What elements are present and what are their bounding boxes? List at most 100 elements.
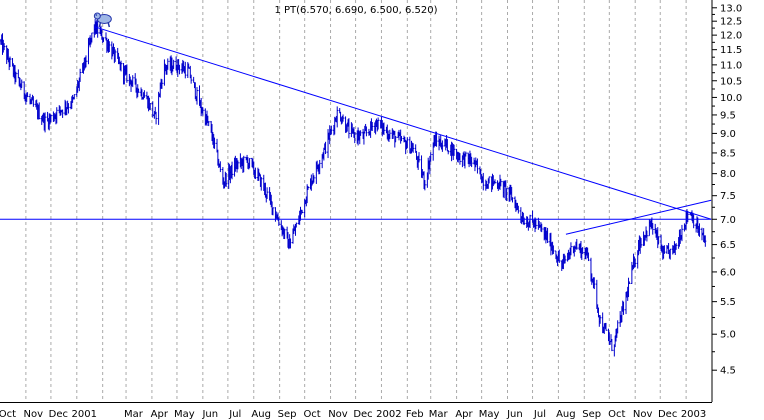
price-bar <box>377 117 380 130</box>
price-bar <box>382 122 385 136</box>
price-bar <box>599 315 602 324</box>
price-bar <box>347 118 350 139</box>
y-tick-label: 11.5 <box>720 45 742 56</box>
price-bar <box>493 179 496 184</box>
price-bar <box>38 102 41 120</box>
x-tick-label: May <box>479 409 500 420</box>
price-bar <box>453 144 456 156</box>
price-bar <box>289 238 292 249</box>
price-bar <box>400 136 403 142</box>
price-bar <box>277 217 280 226</box>
price-bar <box>365 126 368 137</box>
x-tick-label: Dec <box>49 409 68 420</box>
price-bar <box>120 60 123 72</box>
price-bar <box>569 242 572 256</box>
bear-icon <box>93 12 112 28</box>
price-bar <box>552 245 555 254</box>
price-bar <box>312 175 315 183</box>
price-bar <box>581 247 584 254</box>
y-tick-label: 8.0 <box>720 169 736 180</box>
price-bar <box>406 137 409 149</box>
x-tick-label: Mar <box>429 409 449 420</box>
price-bar <box>499 178 502 187</box>
price-bar <box>166 58 169 70</box>
y-axis: 4.5 5.0 5.5 6.0 6.5 7.0 7.5 8.0 8.5 9.0 9.5 10.0 10.… <box>712 3 742 377</box>
price-bar <box>90 32 93 43</box>
price-bar <box>476 158 479 174</box>
price-bar <box>155 111 158 125</box>
price-bar <box>330 125 333 135</box>
x-tick-label: Oct <box>0 409 16 420</box>
price-bar <box>353 132 356 144</box>
price-bar <box>301 209 304 214</box>
price-bar <box>260 176 263 191</box>
price-bar <box>435 131 438 147</box>
price-bar <box>698 223 701 237</box>
price-bar <box>686 210 689 223</box>
y-tick-label: 10.0 <box>720 93 742 104</box>
price-bar <box>73 94 76 100</box>
y-tick-label: 12.0 <box>720 31 742 42</box>
price-bar <box>418 152 421 163</box>
price-bar <box>84 55 87 68</box>
y-tick-label: 6.5 <box>720 240 736 251</box>
y-tick-label: 13.0 <box>720 3 742 14</box>
y-tick-label: 5.0 <box>720 330 736 341</box>
x-tick-label: Jul <box>228 409 241 420</box>
price-bar <box>114 49 117 62</box>
x-tick-label: Jul <box>533 409 546 420</box>
price-bar <box>79 68 82 82</box>
price-bar <box>640 238 643 248</box>
price-bar <box>488 176 491 184</box>
price-bar <box>651 223 654 235</box>
price-bar <box>236 160 239 170</box>
price-bar <box>371 121 374 131</box>
price-bar <box>680 224 683 242</box>
price-bar <box>32 96 35 107</box>
price-bar <box>190 74 193 84</box>
x-tick-label: Sep <box>582 409 601 420</box>
price-bar <box>26 92 29 98</box>
price-bar <box>49 114 52 123</box>
price-bar <box>628 281 631 284</box>
price-bar <box>359 130 362 136</box>
x-tick-label: 2002 <box>376 409 401 420</box>
price-bar <box>394 135 397 143</box>
price-bar <box>231 161 234 180</box>
price-bar <box>44 112 47 133</box>
x-tick-label: Aug <box>556 409 576 420</box>
x-tick-label: Nov <box>24 409 44 420</box>
price-bar <box>108 41 111 53</box>
price-bar <box>195 87 198 105</box>
price-bar <box>14 71 17 83</box>
plot-frame <box>0 0 713 403</box>
price-bar <box>61 109 64 118</box>
y-tick-label: 7.5 <box>720 191 736 202</box>
price-bar <box>593 277 596 290</box>
price-bar <box>412 143 415 153</box>
price-bar <box>505 188 508 202</box>
price-bar <box>271 207 274 216</box>
price-bar <box>610 338 613 352</box>
price-bar <box>20 79 23 89</box>
price-bar <box>207 121 210 127</box>
price-bar <box>546 227 549 244</box>
price-bar <box>125 64 128 83</box>
chart-title: 1 PT(6.570, 6.690, 6.500, 6.520) <box>274 5 437 16</box>
price-bar <box>470 156 473 168</box>
price-bar <box>219 161 222 173</box>
price-bar <box>324 141 327 155</box>
price-bar <box>540 223 543 233</box>
price-bar <box>184 61 187 79</box>
price-bar <box>634 258 637 268</box>
price-bar <box>201 107 204 116</box>
price-bar <box>336 106 339 128</box>
price-bar <box>178 64 181 75</box>
y-tick-label: 11.0 <box>720 60 742 71</box>
price-bar <box>458 153 461 165</box>
price-bar <box>604 322 607 331</box>
price-bar <box>143 90 146 98</box>
price-bar <box>482 172 485 191</box>
x-tick-label: Dec <box>658 409 677 420</box>
